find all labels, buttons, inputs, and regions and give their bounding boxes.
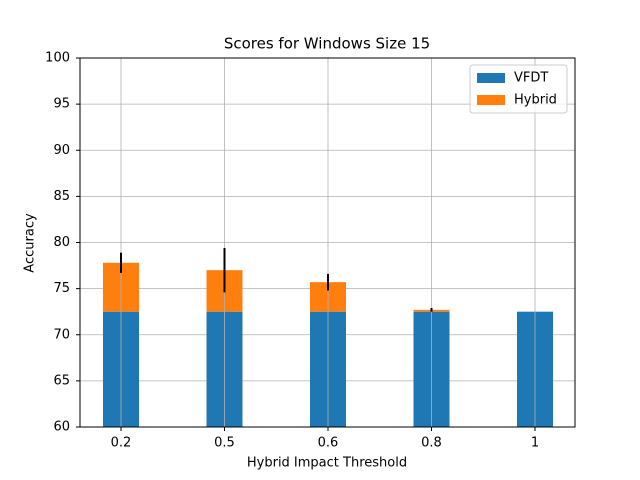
legend-swatch	[477, 73, 505, 83]
x-axis-label: Hybrid Impact Threshold	[247, 456, 407, 471]
x-tick-label: 1	[531, 436, 539, 451]
y-tick-label: 75	[53, 281, 70, 296]
y-tick-label: 65	[53, 373, 70, 388]
y-tick-label: 80	[53, 235, 70, 250]
x-tick-label: 0.5	[214, 436, 235, 451]
y-tick-label: 60	[53, 420, 70, 435]
x-tick-label: 0.6	[318, 436, 339, 451]
axes-frame	[79, 57, 576, 428]
x-tick-label: 0.8	[421, 436, 442, 451]
x-tick-label: 0.2	[111, 436, 132, 451]
chart-title: Scores for Windows Size 15	[224, 35, 430, 53]
y-tick-label: 90	[53, 143, 70, 158]
top-layer: 60 65 70 75 80 85 90 95 100 0.2 0.5 0.6 0.8 1 VFDT Hybr…	[45, 51, 576, 451]
y-tick-label: 85	[53, 189, 70, 204]
legend-swatch	[477, 95, 505, 105]
y-axis-label: Accuracy	[23, 213, 38, 273]
legend-label: Hybrid	[514, 93, 557, 108]
y-tick-label: 95	[53, 97, 70, 112]
y-tick-label: 70	[53, 327, 70, 342]
y-tick-label: 100	[45, 51, 70, 66]
legend-label: VFDT	[514, 71, 548, 86]
